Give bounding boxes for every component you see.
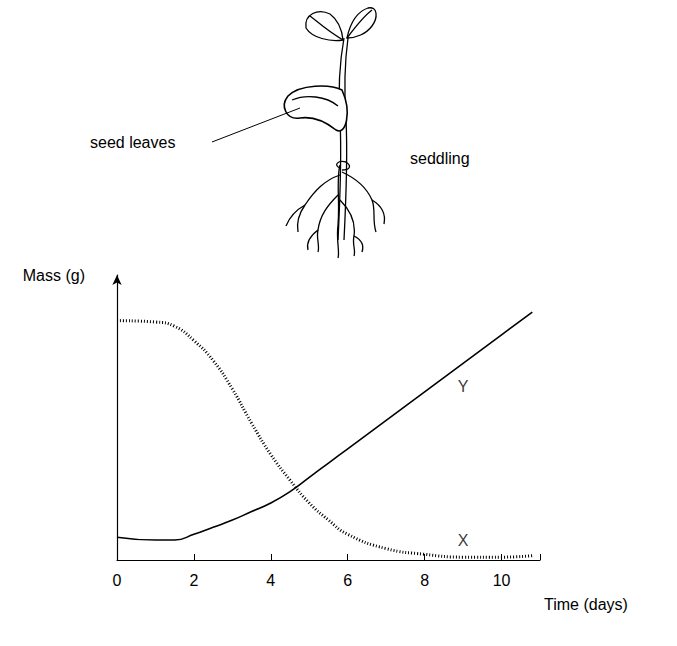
svg-text:seed leaves: seed leaves [90,134,175,151]
svg-text:2: 2 [189,572,198,589]
svg-text:10: 10 [493,572,511,589]
svg-text:6: 6 [343,572,352,589]
svg-text:Y: Y [458,378,469,395]
svg-text:8: 8 [420,572,429,589]
svg-text:seddling: seddling [410,150,470,167]
svg-text:Mass (g): Mass (g) [23,267,85,284]
svg-text:4: 4 [266,572,275,589]
svg-text:0: 0 [113,572,122,589]
svg-text:X: X [458,532,469,549]
svg-text:Time (days): Time (days) [544,596,628,613]
